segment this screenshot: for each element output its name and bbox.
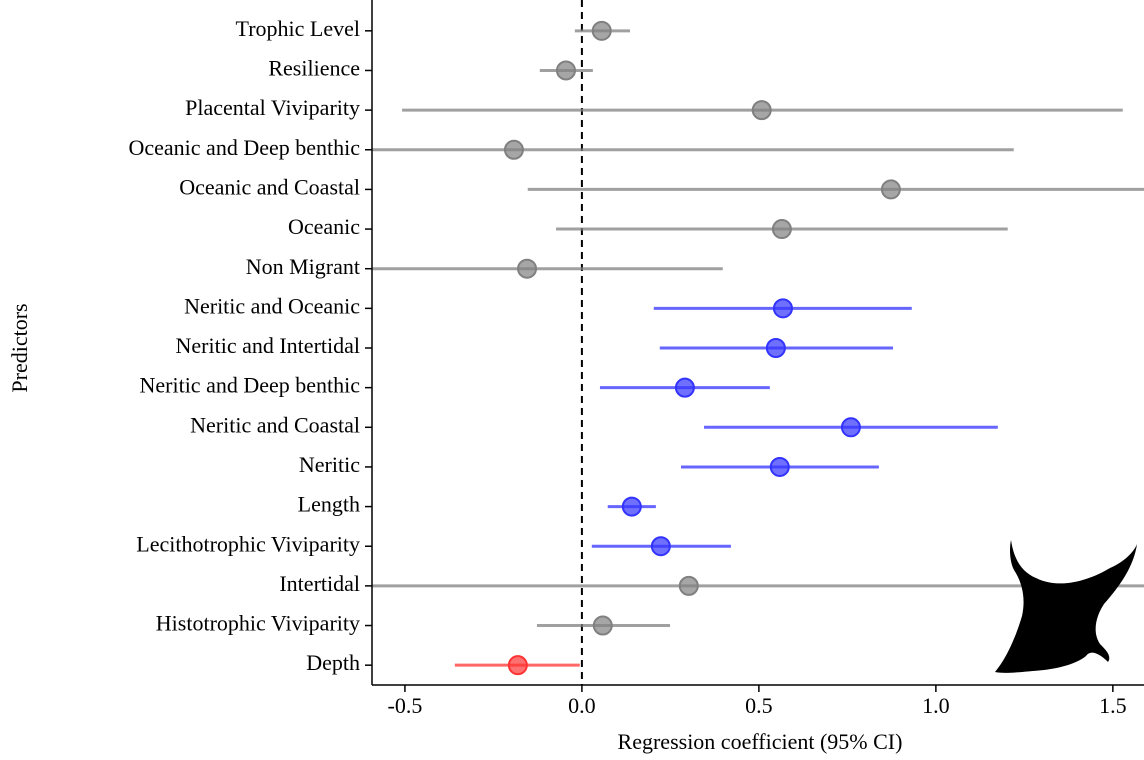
y-tick-label: Depth: [306, 650, 360, 675]
y-tick-label: Placental Viviparity: [185, 95, 360, 120]
x-tick-label: 0.0: [568, 693, 596, 718]
estimate-point: [591, 20, 612, 41]
y-tick-label: Intertidal: [279, 571, 360, 596]
estimate-point: [751, 100, 772, 121]
y-tick-label: Neritic and Intertidal: [176, 333, 360, 358]
y-tick-label: Histotrophic Viviparity: [156, 611, 360, 636]
estimate-point: [769, 456, 790, 477]
x-tick-label: 1.0: [922, 693, 950, 718]
estimate-point: [765, 338, 786, 358]
estimate-point: [771, 219, 792, 240]
y-tick-label: Neritic and Deep benthic: [139, 373, 360, 398]
estimate-point: [650, 536, 671, 557]
estimate-point: [507, 655, 528, 676]
y-tick-label: Resilience: [268, 56, 360, 81]
estimate-point: [772, 298, 793, 319]
y-tick-label: Oceanic: [288, 214, 360, 239]
estimate-point: [555, 60, 576, 81]
y-tick-label: Neritic and Oceanic: [184, 293, 360, 318]
estimate-point: [517, 258, 538, 279]
manta-ray-icon: [995, 540, 1137, 673]
x-tick-label: 0.5: [745, 693, 773, 718]
x-axis-label: Regression coefficient (95% CI): [618, 729, 903, 754]
y-tick-label: Neritic and Coastal: [190, 412, 360, 437]
y-tick-label: Trophic Level: [236, 16, 360, 41]
y-tick-label: Oceanic and Deep benthic: [129, 135, 361, 160]
estimate-point: [592, 615, 613, 636]
y-tick-label: Length: [298, 492, 360, 517]
estimate-point: [674, 377, 695, 398]
x-tick-label: -0.5: [388, 693, 423, 718]
y-tick-label: Non Migrant: [246, 254, 360, 279]
estimate-point: [678, 575, 699, 596]
y-axis-label: Predictors: [7, 303, 32, 392]
y-tick-label: Oceanic and Coastal: [179, 174, 360, 199]
estimate-point: [880, 179, 901, 200]
y-tick-label: Lecithotrophic Viviparity: [136, 531, 360, 556]
estimate-point: [503, 139, 524, 160]
estimate-point: [840, 417, 861, 438]
y-tick-label: Neritic: [299, 452, 360, 477]
x-tick-label: 1.5: [1099, 693, 1127, 718]
estimate-point: [621, 496, 642, 517]
plot-area: [372, 0, 1144, 685]
